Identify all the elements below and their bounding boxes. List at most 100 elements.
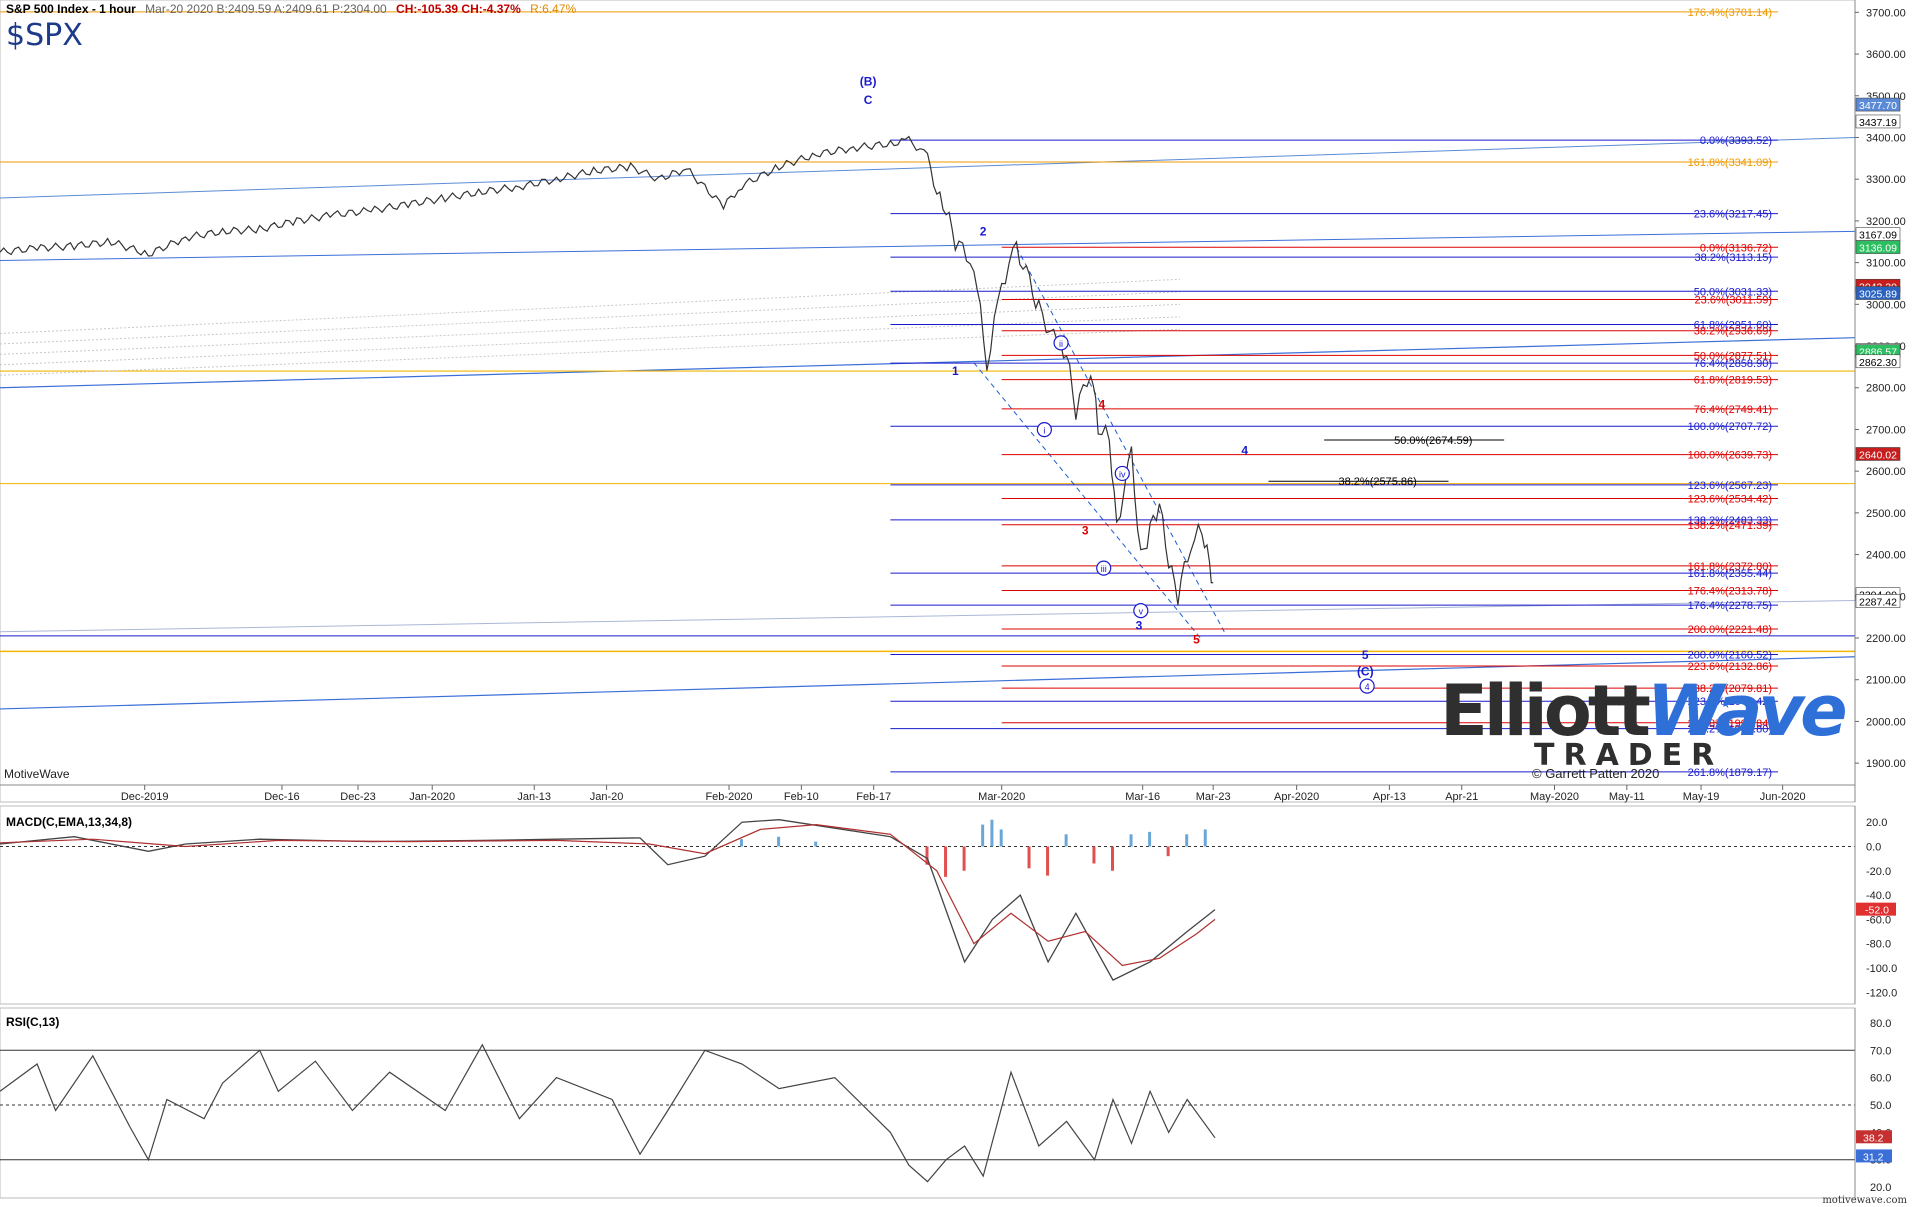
macd-histogram-bar [1129, 834, 1133, 847]
brand-label: MotiveWave [4, 767, 70, 781]
y-tick-label: 3100.00 [1866, 258, 1906, 270]
rsi-tick-label: 50.0 [1870, 1100, 1891, 1112]
price-badge [1855, 594, 1901, 608]
x-tick-label: Jan-20 [590, 791, 624, 803]
price-badge-label: 2862.30 [1859, 357, 1897, 369]
y-tick-label: 2700.00 [1866, 424, 1906, 436]
price-badge [1855, 114, 1901, 129]
y-tick-label: 3600.00 [1866, 49, 1906, 61]
wave-label: i [1043, 426, 1045, 436]
x-tick-label: May-19 [1683, 791, 1720, 803]
channel-line [973, 362, 1203, 641]
moving-average [0, 303, 1181, 355]
fib-level-label: 38.2%(3113.15) [1695, 252, 1772, 264]
macd-tick-label: 20.0 [1866, 817, 1887, 829]
macd-histogram-bar [925, 846, 929, 865]
logo-word-wave: Wave [1646, 670, 1848, 752]
y-tick-label: 1900.00 [1866, 758, 1906, 770]
x-tick-label: Mar-16 [1125, 791, 1160, 803]
wave-circle [1359, 678, 1375, 694]
macd-histogram-bar [740, 839, 743, 847]
macd-tick-label: -80.0 [1866, 939, 1891, 951]
fib-level-label: 23.6%(3011.59) [1695, 294, 1772, 306]
moving-average [0, 291, 1181, 345]
fib-level-label: 200.0%(2160.52) [1688, 649, 1772, 661]
fib-level-label: 223.6%(2132.86) [1688, 661, 1772, 673]
macd-signal-line [0, 823, 1216, 967]
wave-label: 5 [1362, 648, 1369, 662]
fib-level-label: 261.8%(1996.84) [1688, 718, 1772, 730]
price-badge [1855, 354, 1901, 369]
fib-level-label: 138.2%(2483.33) [1688, 515, 1772, 527]
y-tick-label: 3300.00 [1866, 174, 1906, 186]
y-tick-label: 3000.00 [1866, 299, 1906, 311]
x-tick-label: May-2020 [1530, 791, 1579, 803]
fib-level-label: 176.4%(3701.14) [1688, 7, 1772, 19]
x-tick-label: Mar-2020 [978, 791, 1025, 803]
macd-histogram-bar [981, 824, 985, 847]
macd-histogram-bar [1046, 846, 1050, 876]
price-badge [1855, 97, 1901, 112]
wave-label: 3 [1082, 524, 1089, 538]
macd-tick-label: -120.0 [1866, 987, 1897, 999]
rsi-value-badge [1856, 1149, 1892, 1163]
fib-level-label: 100.0%(2707.72) [1688, 421, 1772, 433]
rsi-panel: 20.030.040.050.060.070.080.038.231.2 [0, 1007, 1915, 1199]
x-tick-label: Feb-17 [856, 791, 891, 803]
wave-label: 1 [952, 364, 959, 378]
fib-level-label: 176.4%(2278.75) [1688, 600, 1772, 612]
wave-label: v [1139, 607, 1144, 617]
rsi-tick-label: 60.0 [1870, 1073, 1891, 1085]
x-tick-label: Feb-2020 [705, 791, 752, 803]
macd-histogram-bar [1166, 846, 1170, 857]
fib-level-label: 0.0%(3393.52) [1700, 135, 1772, 147]
x-tick-label: Apr-13 [1373, 791, 1406, 803]
fib-level-label: 161.8%(2355.44) [1688, 568, 1772, 580]
price-badge-label: 2640.02 [1859, 449, 1897, 461]
logo-word-trader: TRADER [1534, 738, 1724, 773]
price-badge-label: 3167.09 [1859, 230, 1897, 242]
macd-histogram-bar [1185, 834, 1189, 847]
fib-level-label: 76.4%(2858.90) [1694, 358, 1772, 370]
x-tick-label: Jun-2020 [1760, 791, 1806, 803]
x-tick-label: Dec-16 [264, 791, 299, 803]
fib-level-label: 138.2%(2471.39) [1688, 520, 1772, 532]
macd-histogram-bar [777, 836, 781, 847]
x-tick-label: Apr-2020 [1274, 791, 1319, 803]
retrace-label: 50.0%(2674.59) [1394, 435, 1472, 447]
rsi-axis-bg [1855, 1008, 1915, 1198]
wave-label: 4 [1099, 398, 1106, 412]
fib-level-label: 50.0%(3031.33) [1694, 286, 1772, 298]
x-tick-label: Jan-2020 [409, 791, 455, 803]
wave-circle [1096, 560, 1112, 576]
wave-label: 5 [1193, 632, 1200, 646]
x-tick-label: Feb-10 [784, 791, 819, 803]
macd-histogram-bar [1111, 846, 1114, 871]
x-tick-label: May-11 [1609, 791, 1645, 803]
trend-line [0, 656, 1856, 710]
macd-tick-label: 0.0 [1866, 841, 1881, 853]
macd-histogram-bar [1064, 834, 1068, 847]
fib-labels: 176.4%(3701.14) 0.0%(3393.52) 161.8%(3341.… [860, 7, 1772, 779]
wave-label: 4 [1241, 443, 1248, 457]
macd-histogram-bar [944, 846, 948, 877]
y-tick-label: 2200.00 [1866, 633, 1906, 645]
moving-average [0, 278, 1181, 335]
y-tick-label: 2400.00 [1866, 550, 1906, 562]
wave-label: iii [1101, 564, 1107, 574]
channel-line [1016, 247, 1225, 632]
fib-level-label: 238.2%(1982.80) [1688, 724, 1772, 736]
price-badge-label: 3025.89 [1859, 289, 1897, 301]
change-values: CH:-105.39 CH:-4.37% [396, 2, 521, 16]
macd-histogram-bar [814, 841, 818, 847]
symbol-label: $SPX [6, 18, 83, 53]
chart-title: S&P 500 Index - 1 hour [6, 2, 136, 16]
y-tick-label: 3200.00 [1866, 216, 1906, 228]
wave-label: (C) [1357, 665, 1374, 679]
rsi-tick-label: 70.0 [1870, 1045, 1891, 1057]
macd-value-label: -52.0 [1865, 905, 1889, 917]
price-badge-label: 3136.09 [1859, 243, 1897, 255]
macd-histogram-bar [1148, 831, 1152, 847]
price-panel [0, 0, 1856, 803]
